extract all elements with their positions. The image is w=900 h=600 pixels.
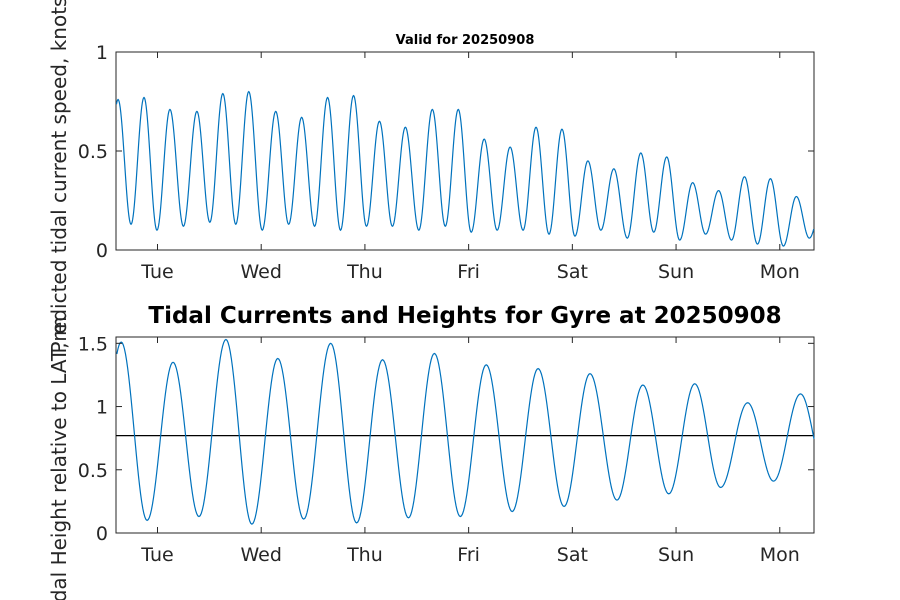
tidal-height-x-tick-label: Mon bbox=[760, 544, 800, 566]
current-speed-chart-title: Valid for 20250908 bbox=[396, 33, 535, 48]
current-speed-y-tick-label: 0 bbox=[96, 240, 108, 262]
tidal-height-y-axis-label: Tidal Height relative to LAT, m bbox=[47, 317, 71, 600]
tidal-height-x-tick-label: Tue bbox=[140, 544, 173, 566]
tidal-height-y-tick-label: 1.5 bbox=[78, 333, 108, 355]
current-speed-x-tick-label: Sat bbox=[557, 261, 588, 283]
tidal-height-series-line bbox=[116, 338, 815, 525]
current-speed-x-tick-label: Thu bbox=[346, 261, 383, 283]
current-speed-x-tick-label: Sun bbox=[658, 261, 694, 283]
tidal-height-x-tick-label: Sat bbox=[557, 544, 588, 566]
tidal-height-x-tick-label: Fri bbox=[457, 544, 480, 566]
tidal-height-x-tick-label: Thu bbox=[346, 544, 383, 566]
current-speed-y-tick-label: 0.5 bbox=[78, 141, 108, 163]
current-speed-x-tick-label: Wed bbox=[240, 261, 281, 283]
tidal-height-y-tick-label: 1 bbox=[96, 397, 108, 419]
tidal-height-chart-title: Tidal Currents and Heights for Gyre at 2… bbox=[148, 303, 781, 329]
current-speed-y-axis-label: Predicted tidal current speed, knots bbox=[47, 0, 71, 353]
current-speed-x-tick-label: Fri bbox=[457, 261, 480, 283]
tidal-height-y-tick-label: 0.5 bbox=[78, 460, 108, 482]
current-speed-series-line bbox=[115, 90, 815, 247]
tidal-height-y-tick-label: 0 bbox=[96, 523, 108, 545]
current-speed-x-tick-label: Tue bbox=[140, 261, 173, 283]
tidal-height-chart: Tidal Currents and Heights for Gyre at 2… bbox=[47, 303, 815, 600]
tidal-height-x-tick-label: Sun bbox=[658, 544, 694, 566]
current-speed-chart: Valid for 20250908 0 0.5 1 Tue Wed Thu Fri Sat S… bbox=[47, 0, 815, 353]
current-speed-plot-area bbox=[115, 51, 815, 251]
current-speed-x-tick-label: Mon bbox=[760, 261, 800, 283]
tidal-height-x-tick-label: Wed bbox=[240, 544, 281, 566]
current-speed-y-tick-label: 1 bbox=[96, 42, 108, 64]
